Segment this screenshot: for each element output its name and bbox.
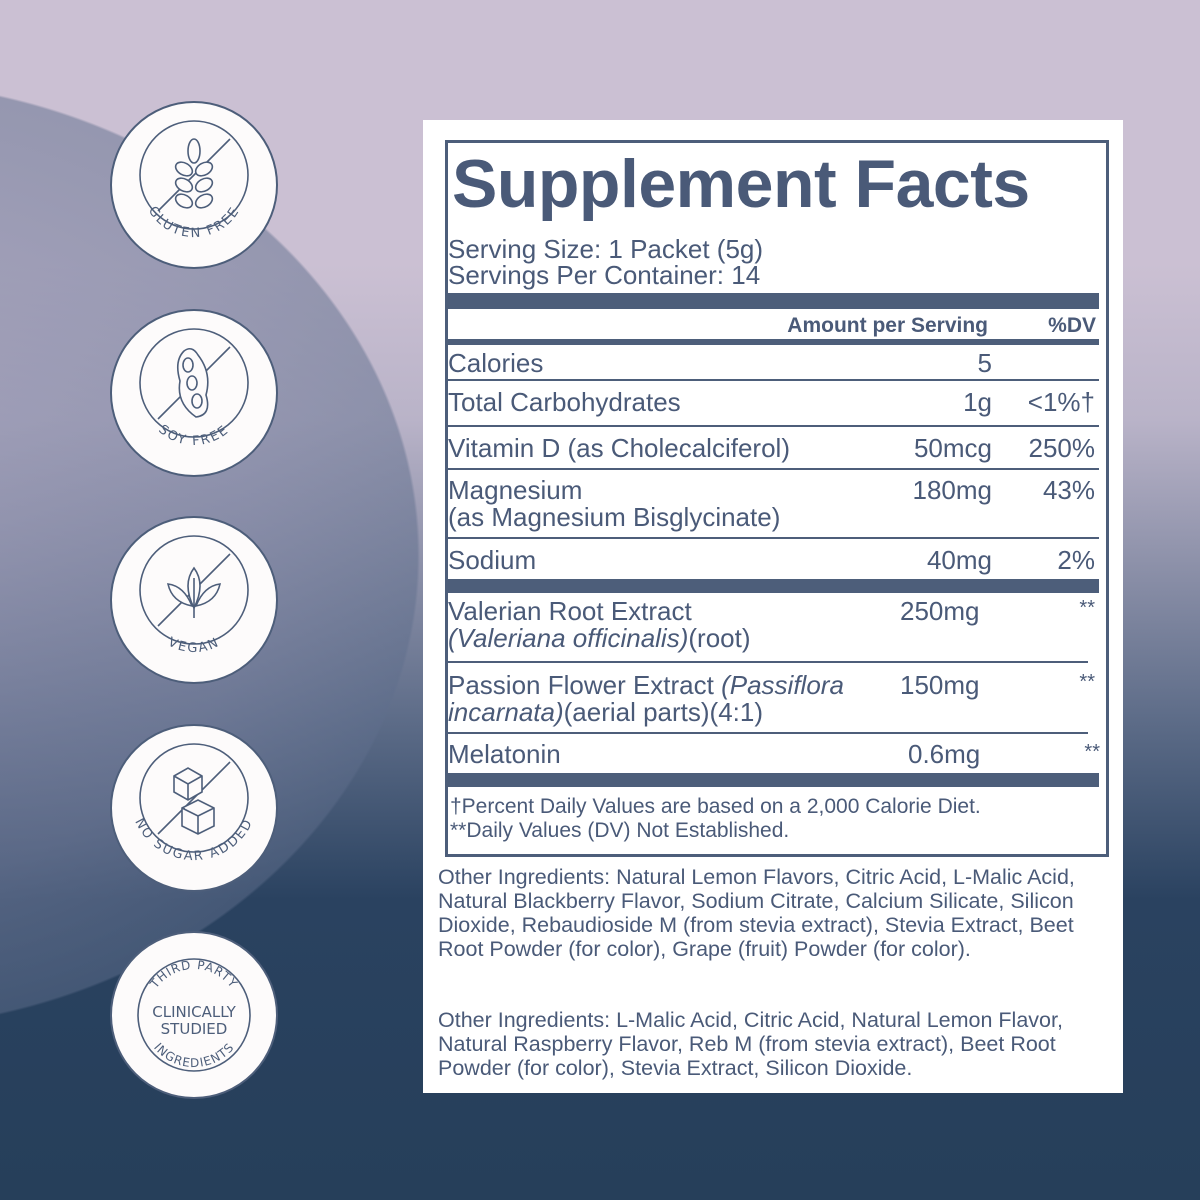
row-amount: 1g	[963, 387, 992, 417]
row-dv: 43%	[1042, 475, 1095, 505]
row-name-sub: (as Magnesium Bisglycinate)	[448, 502, 781, 532]
clinically-studied-badge: THIRD PARTY CLINICALLY STUDIED INGREDIEN…	[110, 931, 278, 1099]
vegan-badge: VEGAN	[110, 516, 278, 684]
svg-text:GLUTEN FREE: GLUTEN FREE	[145, 204, 243, 241]
other-ingredients-1: Other Ingredients: Natural Lemon Flavors…	[438, 865, 1075, 961]
row-name: Total Carbohydrates	[448, 387, 681, 417]
row-amount: 40mg	[926, 545, 992, 575]
row-name-italic: (Valeriana officinalis)	[448, 623, 689, 653]
servings-per-container: Servings Per Container: 14	[448, 260, 761, 290]
label-panel	[423, 120, 1123, 1093]
svg-text:VEGAN: VEGAN	[166, 635, 223, 656]
leaf-icon: VEGAN	[139, 535, 249, 656]
svg-text:INGREDIENTS: INGREDIENTS	[151, 1040, 237, 1070]
row-name: Calories	[448, 348, 544, 378]
soy-free-badge: SOY FREE	[110, 309, 278, 477]
no-sugar-added-badge: NO SUGAR ADDED	[110, 724, 278, 892]
clinically-studied-seal-icon: THIRD PARTY CLINICALLY STUDIED INGREDIEN…	[137, 958, 251, 1072]
serving-size: Serving Size: 1 Packet (5g)	[448, 234, 764, 264]
footnote-not-established: **Daily Values (DV) Not Established.	[450, 819, 790, 842]
row-name: Passion Flower Extract	[448, 670, 722, 700]
gluten-free-badge: GLUTEN FREE	[110, 101, 278, 269]
supplement-facts-box: Supplement Facts Serving Size: 1 Packet …	[445, 140, 1109, 857]
other-ingredients-2: Other Ingredients: L-Malic Acid, Citric …	[438, 1008, 1063, 1080]
row-amount: 5	[977, 348, 992, 378]
row-dv: **	[1079, 597, 1095, 619]
row-amount: 180mg	[912, 475, 993, 505]
row-name-italic: incarnata)	[448, 697, 564, 727]
sugar-cube-icon: NO SUGAR ADDED	[131, 743, 255, 864]
soybean-icon: SOY FREE	[139, 328, 249, 449]
row-dv: **	[1079, 671, 1095, 693]
wheat-icon: GLUTEN FREE	[139, 120, 249, 241]
svg-text:THIRD PARTY: THIRD PARTY	[147, 958, 241, 992]
row-dv: 250%	[1028, 433, 1096, 463]
row-amount: 250mg	[900, 596, 980, 626]
row-name: Sodium	[448, 545, 537, 575]
row-name: Melatonin	[448, 739, 561, 769]
svg-text:CLINICALLY: CLINICALLY	[152, 1003, 236, 1021]
row-name-sub: (aerial parts)(4:1)	[563, 697, 764, 727]
row-amount: 150mg	[900, 670, 980, 700]
row-dv: 2%	[1057, 545, 1095, 575]
row-name-italic: (Passiflora	[721, 670, 844, 700]
row-amount: 0.6mg	[908, 739, 981, 769]
row-amount: 50mcg	[913, 433, 992, 463]
row-name: Valerian Root Extract	[448, 596, 692, 626]
svg-text:STUDIED: STUDIED	[161, 1020, 228, 1038]
row-dv: <1%†	[1027, 387, 1095, 417]
svg-text:SOY FREE: SOY FREE	[156, 422, 233, 449]
facts-title: Supplement Facts	[452, 146, 1030, 222]
row-name: Magnesium	[448, 475, 583, 505]
header-dv: %DV	[1048, 314, 1096, 337]
header-amount: Amount per Serving	[787, 314, 988, 337]
row-dv: **	[1084, 741, 1100, 763]
row-name: Vitamin D (as Cholecalciferol)	[448, 433, 790, 463]
row-name-sub: (root)	[688, 623, 751, 653]
footnote-dv: †Percent Daily Values are based on a 2,0…	[450, 795, 981, 818]
